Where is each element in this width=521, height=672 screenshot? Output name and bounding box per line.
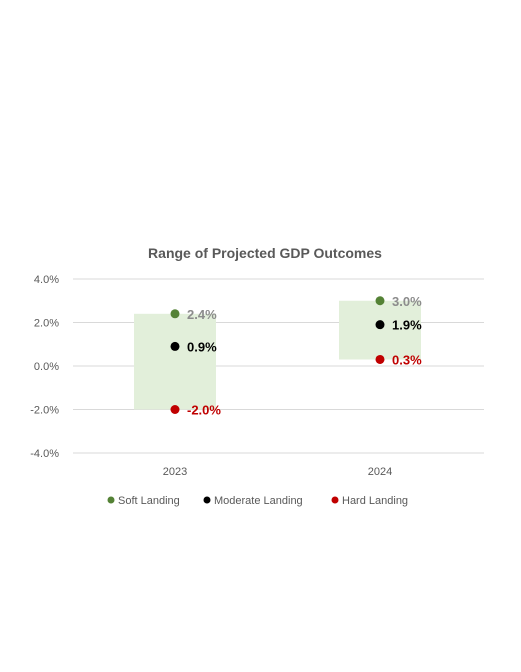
y-tick-label: -4.0% (30, 448, 59, 460)
data-label: 0.9% (187, 339, 217, 354)
data-point (375, 354, 385, 364)
y-tick-label: 0.0% (34, 361, 59, 373)
legend-label: Hard Landing (342, 495, 408, 507)
data-label: 0.3% (392, 352, 422, 367)
data-point (170, 405, 180, 414)
x-tick-label: 2023 (163, 466, 187, 478)
legend-marker (107, 496, 115, 504)
y-axis-ticks: 4.0% 2.0% 0.0% -2.0% -4.0% (30, 274, 59, 460)
data-point (375, 296, 385, 306)
data-labels: 2.4% 3.0% 0.9% 1.9% -2.0% 0.3% (187, 294, 422, 418)
data-points (170, 296, 385, 414)
range-band (339, 300, 421, 360)
data-label: 1.9% (392, 318, 422, 333)
y-tick-label: -2.0% (30, 405, 59, 417)
legend-marker (331, 496, 339, 504)
range-band (134, 313, 216, 410)
data-point (170, 341, 180, 351)
legend: Soft Landing Moderate Landing Hard Landing (107, 495, 408, 507)
range-bands (134, 300, 421, 410)
data-label: -2.0% (187, 403, 221, 418)
x-tick-label: 2024 (368, 466, 392, 478)
chart-title: Range of Projected GDP Outcomes (148, 245, 382, 261)
y-tick-label: 2.0% (34, 318, 59, 330)
legend-label: Soft Landing (118, 495, 180, 507)
data-point (170, 309, 180, 319)
data-point (375, 320, 385, 330)
data-label: 2.4% (187, 307, 217, 322)
legend-marker (203, 496, 211, 504)
data-label: 3.0% (392, 294, 422, 309)
y-tick-label: 4.0% (34, 274, 59, 286)
x-axis-ticks: 2023 2024 (163, 466, 392, 478)
legend-label: Moderate Landing (214, 495, 303, 507)
